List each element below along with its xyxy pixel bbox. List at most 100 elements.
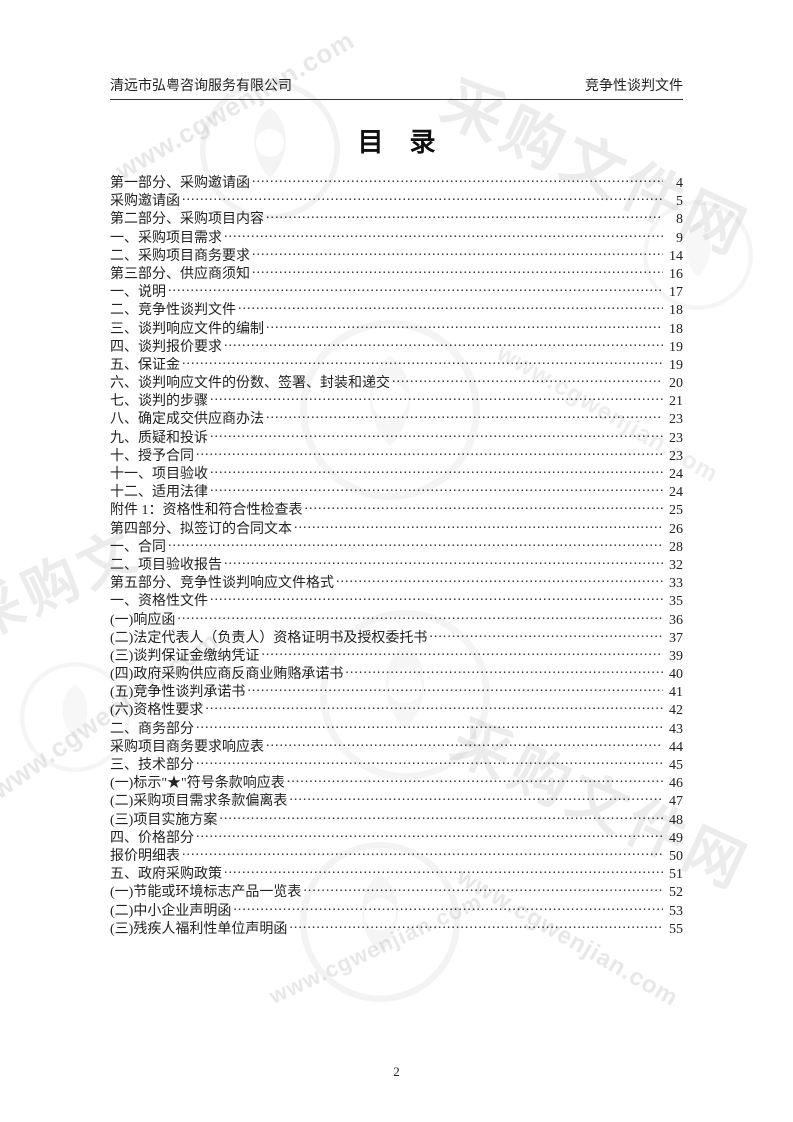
toc-page-number: 24 — [665, 468, 683, 482]
toc-page-number: 4 — [665, 177, 683, 191]
toc-page-number: 26 — [665, 523, 683, 537]
toc-label: 第一部分、采购邀请函 — [110, 177, 250, 191]
toc-page-number: 8 — [665, 213, 683, 227]
toc-label: 三、谈判响应文件的编制 — [110, 323, 264, 337]
toc-leader-dots — [266, 209, 663, 223]
toc-page-number: 25 — [665, 504, 683, 518]
toc-page-number: 5 — [665, 195, 683, 209]
toc-page-number: 20 — [665, 377, 683, 391]
toc-leader-dots — [247, 682, 663, 696]
toc-leader-dots — [252, 173, 663, 187]
toc-row: 九、质疑和投诉23 — [110, 428, 683, 446]
toc-label: 十、授予合同 — [110, 450, 194, 464]
toc-page-number: 37 — [665, 632, 683, 646]
toc-row: 附件 1：资格性和符合性检查表25 — [110, 500, 683, 518]
toc-row: (二)法定代表人（负责人）资格证明书及授权委托书 37 — [110, 628, 683, 646]
toc-page-number: 23 — [665, 413, 683, 427]
toc-row: 四、谈判报价要求19 — [110, 337, 683, 355]
toc-page-number: 23 — [665, 450, 683, 464]
toc-leader-dots — [196, 755, 663, 769]
toc-page-number: 14 — [665, 250, 683, 264]
toc-row: 第五部分、竞争性谈判响应文件格式 33 — [110, 573, 683, 591]
header-right: 竞争性谈判文件 — [585, 75, 683, 95]
toc-leader-dots — [429, 628, 663, 642]
toc-leader-dots — [196, 828, 663, 842]
toc-page-number: 50 — [665, 850, 683, 864]
toc-leader-dots — [336, 573, 663, 587]
toc-row: (二)中小企业声明函 53 — [110, 901, 683, 919]
toc-label: (五)竞争性谈判承诺书 — [110, 686, 245, 700]
toc-row: 第一部分、采购邀请函 4 — [110, 173, 683, 191]
toc-leader-dots — [196, 446, 663, 460]
toc-row: (三)项目实施方案 48 — [110, 810, 683, 828]
toc-page-number: 47 — [665, 795, 683, 809]
toc-page-number: 48 — [665, 814, 683, 828]
toc-row: 十、授予合同 23 — [110, 446, 683, 464]
toc-leader-dots — [177, 610, 663, 624]
toc-page-number: 52 — [665, 886, 683, 900]
toc-row: 采购邀请函 5 — [110, 191, 683, 209]
toc-page-number: 55 — [665, 923, 683, 937]
toc-label: (二)中小企业声明函 — [110, 905, 231, 919]
toc-leader-dots — [182, 846, 663, 860]
toc-page-number: 45 — [665, 759, 683, 773]
toc-row: (一)标示"★"符号条款响应表46 — [110, 773, 683, 791]
toc-row: 十二、适用法律24 — [110, 482, 683, 500]
toc-label: 五、保证金 — [110, 359, 180, 373]
toc-label: 一、资格性文件 — [110, 595, 208, 609]
toc-leader-dots — [294, 519, 663, 533]
toc-label: (三)残疾人福利性单位声明函 — [110, 923, 287, 937]
toc-leader-dots — [210, 591, 663, 605]
toc-label: 五、政府采购政策 — [110, 868, 222, 882]
toc-leader-dots — [210, 391, 663, 405]
toc-page-number: 9 — [665, 232, 683, 246]
toc-label: 三、技术部分 — [110, 759, 194, 773]
toc-label: (二)法定代表人（负责人）资格证明书及授权委托书 — [110, 632, 427, 646]
toc-page-number: 16 — [665, 268, 683, 282]
toc-label: 第五部分、竞争性谈判响应文件格式 — [110, 577, 334, 591]
toc-label: 二、商务部分 — [110, 723, 194, 737]
toc-leader-dots — [224, 337, 663, 351]
toc-row: 三、技术部分 45 — [110, 755, 683, 773]
toc-row: (二)采购项目需求条款偏离表 47 — [110, 791, 683, 809]
running-header: 清远市弘粤咨询服务有限公司 竞争性谈判文件 — [110, 75, 683, 100]
toc-row: 一、说明17 — [110, 282, 683, 300]
header-left: 清远市弘粤咨询服务有限公司 — [110, 75, 292, 95]
toc-row: 第三部分、供应商须知 16 — [110, 264, 683, 282]
toc-leader-dots — [182, 355, 663, 369]
toc-leader-dots — [289, 791, 663, 805]
toc-leader-dots — [261, 646, 663, 660]
toc-row: 八、确定成交供应商办法23 — [110, 409, 683, 427]
toc-label: 十一、项目验收 — [110, 468, 208, 482]
page-title: 目录 — [110, 122, 683, 159]
toc-label: 采购邀请函 — [110, 195, 180, 209]
toc-row: (一)节能或环境标志产品一览表52 — [110, 882, 683, 900]
toc-page-number: 51 — [665, 868, 683, 882]
toc-leader-dots — [224, 555, 663, 569]
toc-page-number: 40 — [665, 668, 683, 682]
toc-label: 第三部分、供应商须知 — [110, 268, 250, 282]
toc-leader-dots — [238, 300, 663, 314]
toc-row: 十一、项目验收 24 — [110, 464, 683, 482]
toc-page-number: 19 — [665, 359, 683, 373]
toc-page-number: 49 — [665, 832, 683, 846]
toc-page-number: 43 — [665, 723, 683, 737]
table-of-contents: 第一部分、采购邀请函 4 采购邀请函 5第二部分、采购项目内容8 一、采购项目需求 9 二、… — [110, 173, 683, 937]
page-number: 2 — [0, 1064, 793, 1080]
toc-leader-dots — [392, 373, 663, 387]
toc-label: (四)政府采购供应商反商业贿赂承诺书 — [110, 668, 343, 682]
toc-page-number: 53 — [665, 905, 683, 919]
toc-row: 五、保证金 19 — [110, 355, 683, 373]
toc-page-number: 28 — [665, 541, 683, 555]
toc-page-number: 33 — [665, 577, 683, 591]
toc-page-number: 36 — [665, 614, 683, 628]
toc-page-number: 24 — [665, 486, 683, 500]
toc-leader-dots — [303, 882, 663, 896]
toc-row: 第二部分、采购项目内容8 — [110, 209, 683, 227]
toc-label: (二)采购项目需求条款偏离表 — [110, 795, 287, 809]
toc-label: (三)项目实施方案 — [110, 814, 217, 828]
toc-label: 一、采购项目需求 — [110, 232, 222, 246]
toc-label: 二、采购项目商务要求 — [110, 250, 250, 264]
toc-row: (三)残疾人福利性单位声明函 55 — [110, 919, 683, 937]
toc-page-number: 39 — [665, 650, 683, 664]
